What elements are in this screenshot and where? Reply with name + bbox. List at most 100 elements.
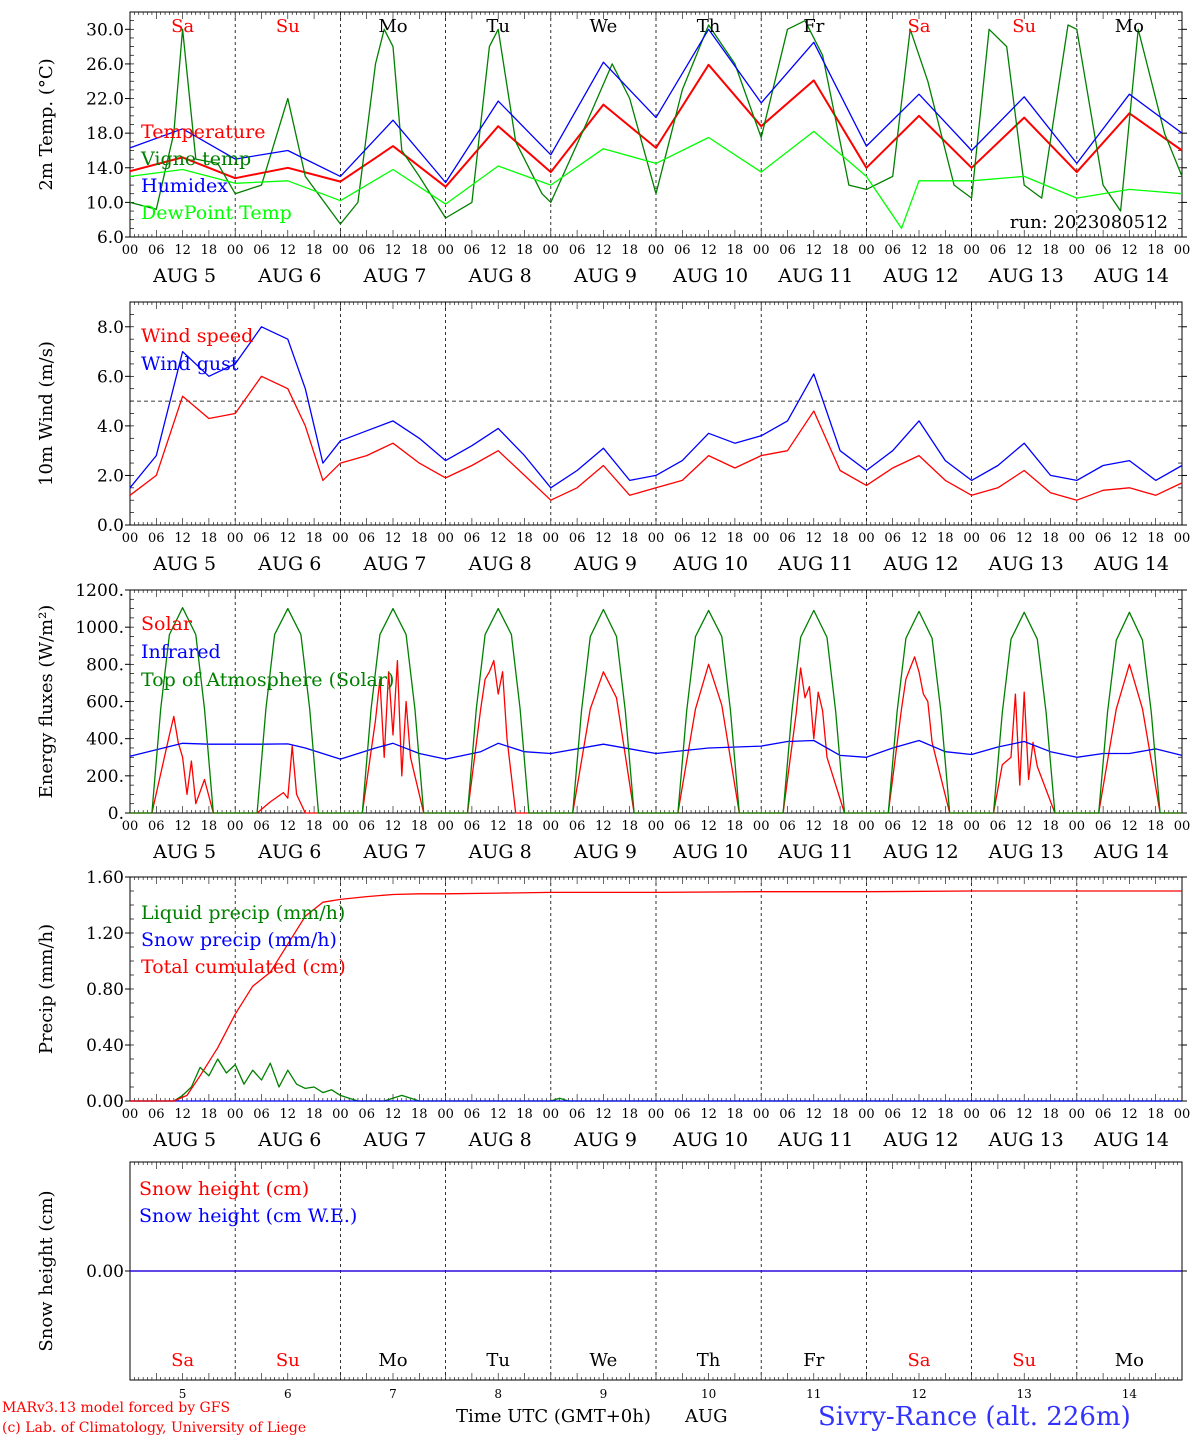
legend-entry: Wind speed [141, 325, 253, 347]
hour-label: 18 [1042, 819, 1059, 834]
y-tick-label: 1.60 [86, 868, 124, 888]
hour-label: 00 [858, 243, 875, 258]
hour-label: 18 [1042, 243, 1059, 258]
date-label: AUG 5 [152, 265, 216, 287]
y-tick-label: 0.00 [86, 1092, 124, 1112]
hour-label: 18 [1147, 819, 1164, 834]
hour-label: 00 [1069, 243, 1086, 258]
hour-label: 12 [174, 819, 191, 834]
hour-label: 00 [753, 1107, 770, 1122]
y-tick-label: 6.0 [97, 367, 124, 387]
series-line-wind-speed [129, 375, 1183, 501]
hour-label: 18 [1147, 243, 1164, 258]
hour-label: 00 [753, 243, 770, 258]
hour-label: 00 [963, 531, 980, 546]
hour-label: 12 [700, 819, 717, 834]
date-label: AUG 8 [468, 553, 532, 575]
hour-label: 06 [779, 531, 796, 546]
hour-label: 12 [385, 1107, 402, 1122]
hour-label: 00 [963, 819, 980, 834]
copyright-credit: (c) Lab. of Climatology, University of L… [2, 1420, 307, 1436]
panel-3: 0. 200. 400. 600. 800. 1000. 1200. Energy fluxe… [36, 581, 1190, 863]
date-label: AUG 9 [573, 553, 637, 575]
hour-label: 12 [595, 243, 612, 258]
hour-label: 00 [543, 1107, 560, 1122]
y-tick-label: 600. [86, 693, 124, 713]
series-line-solar [130, 656, 1182, 814]
hour-label: 06 [358, 531, 375, 546]
day-name: We [590, 16, 618, 37]
hour-label: 06 [990, 243, 1007, 258]
day-name: Mo [1115, 16, 1144, 37]
date-label: AUG 5 [152, 841, 216, 863]
date-label: AUG 13 [988, 553, 1064, 575]
day-name: Su [276, 1350, 300, 1371]
legend-entry: Wind gust [141, 353, 239, 375]
y-tick-label: 14.0 [86, 159, 124, 179]
hour-label: 06 [358, 819, 375, 834]
y-tick-label: 30.0 [86, 20, 124, 40]
time-axis-title: Time UTC (GMT+0h) [456, 1406, 651, 1427]
date-label: AUG 7 [362, 1129, 426, 1151]
hour-label: 18 [937, 1107, 954, 1122]
hour-label: 00 [1174, 243, 1191, 258]
hour-label: 06 [253, 531, 270, 546]
date-label: AUG 6 [257, 553, 321, 575]
hour-label: 06 [464, 531, 481, 546]
hour-label: 06 [464, 243, 481, 258]
hour-label: 00 [332, 531, 349, 546]
run-label: run: 2023080512 [1010, 212, 1168, 233]
hour-label: 12 [1016, 243, 1033, 258]
y-tick-label: 1200. [75, 581, 124, 601]
series-line-total-cumulated-cm- [130, 890, 1182, 1102]
hour-label: 18 [937, 243, 954, 258]
hour-label: 06 [148, 819, 165, 834]
hour-label: 06 [464, 1107, 481, 1122]
y-tick-label: 8.0 [97, 318, 124, 338]
legend-entry: Solar [141, 613, 193, 635]
hour-label: 12 [595, 531, 612, 546]
y-tick-label: 0.0 [97, 516, 124, 536]
panel-4: 0.00 0.40 0.80 1.20 1.60 Precip (mm/h) Liquid … [36, 868, 1190, 1151]
hour-label: 06 [990, 1107, 1007, 1122]
day-number: 12 [911, 1387, 926, 1401]
hour-label: 18 [516, 531, 533, 546]
hour-label: 00 [122, 1107, 139, 1122]
hour-label: 12 [700, 1107, 717, 1122]
hour-label: 06 [253, 243, 270, 258]
hour-label: 18 [727, 819, 744, 834]
series-line-temperature [129, 63, 1183, 188]
day-name: Sa [907, 16, 930, 37]
hour-label: 12 [806, 819, 823, 834]
hour-label: 18 [516, 243, 533, 258]
legend-entry: Infrared [141, 641, 221, 663]
hour-label: 06 [779, 243, 796, 258]
day-number: 10 [701, 1387, 716, 1401]
date-label: AUG 5 [152, 553, 216, 575]
y-tick-label: 1.20 [86, 924, 124, 944]
hour-label: 12 [700, 531, 717, 546]
day-name: Tu [486, 1350, 510, 1371]
hour-label: 00 [963, 1107, 980, 1122]
hour-label: 00 [753, 531, 770, 546]
hour-label: 18 [937, 531, 954, 546]
hour-label: 00 [543, 819, 560, 834]
hour-label: 18 [306, 531, 323, 546]
date-label: AUG 14 [1093, 265, 1169, 287]
hour-label: 06 [779, 1107, 796, 1122]
y-tick-label: 10.0 [86, 193, 124, 213]
series-line-infrared [129, 739, 1183, 760]
hour-label: 06 [884, 819, 901, 834]
hour-label: 12 [1016, 819, 1033, 834]
legend-entry: DewPoint Temp [141, 202, 292, 224]
day-name: Sa [907, 1350, 930, 1371]
date-label: AUG 5 [152, 1129, 216, 1151]
date-label: AUG 10 [672, 553, 748, 575]
hour-label: 12 [911, 243, 928, 258]
day-name: Mo [378, 16, 407, 37]
hour-label: 12 [174, 243, 191, 258]
hour-label: 18 [1147, 531, 1164, 546]
y-tick-label: 1000. [75, 618, 124, 638]
hour-label: 06 [779, 819, 796, 834]
y-tick-label: 0.00 [86, 1262, 124, 1282]
